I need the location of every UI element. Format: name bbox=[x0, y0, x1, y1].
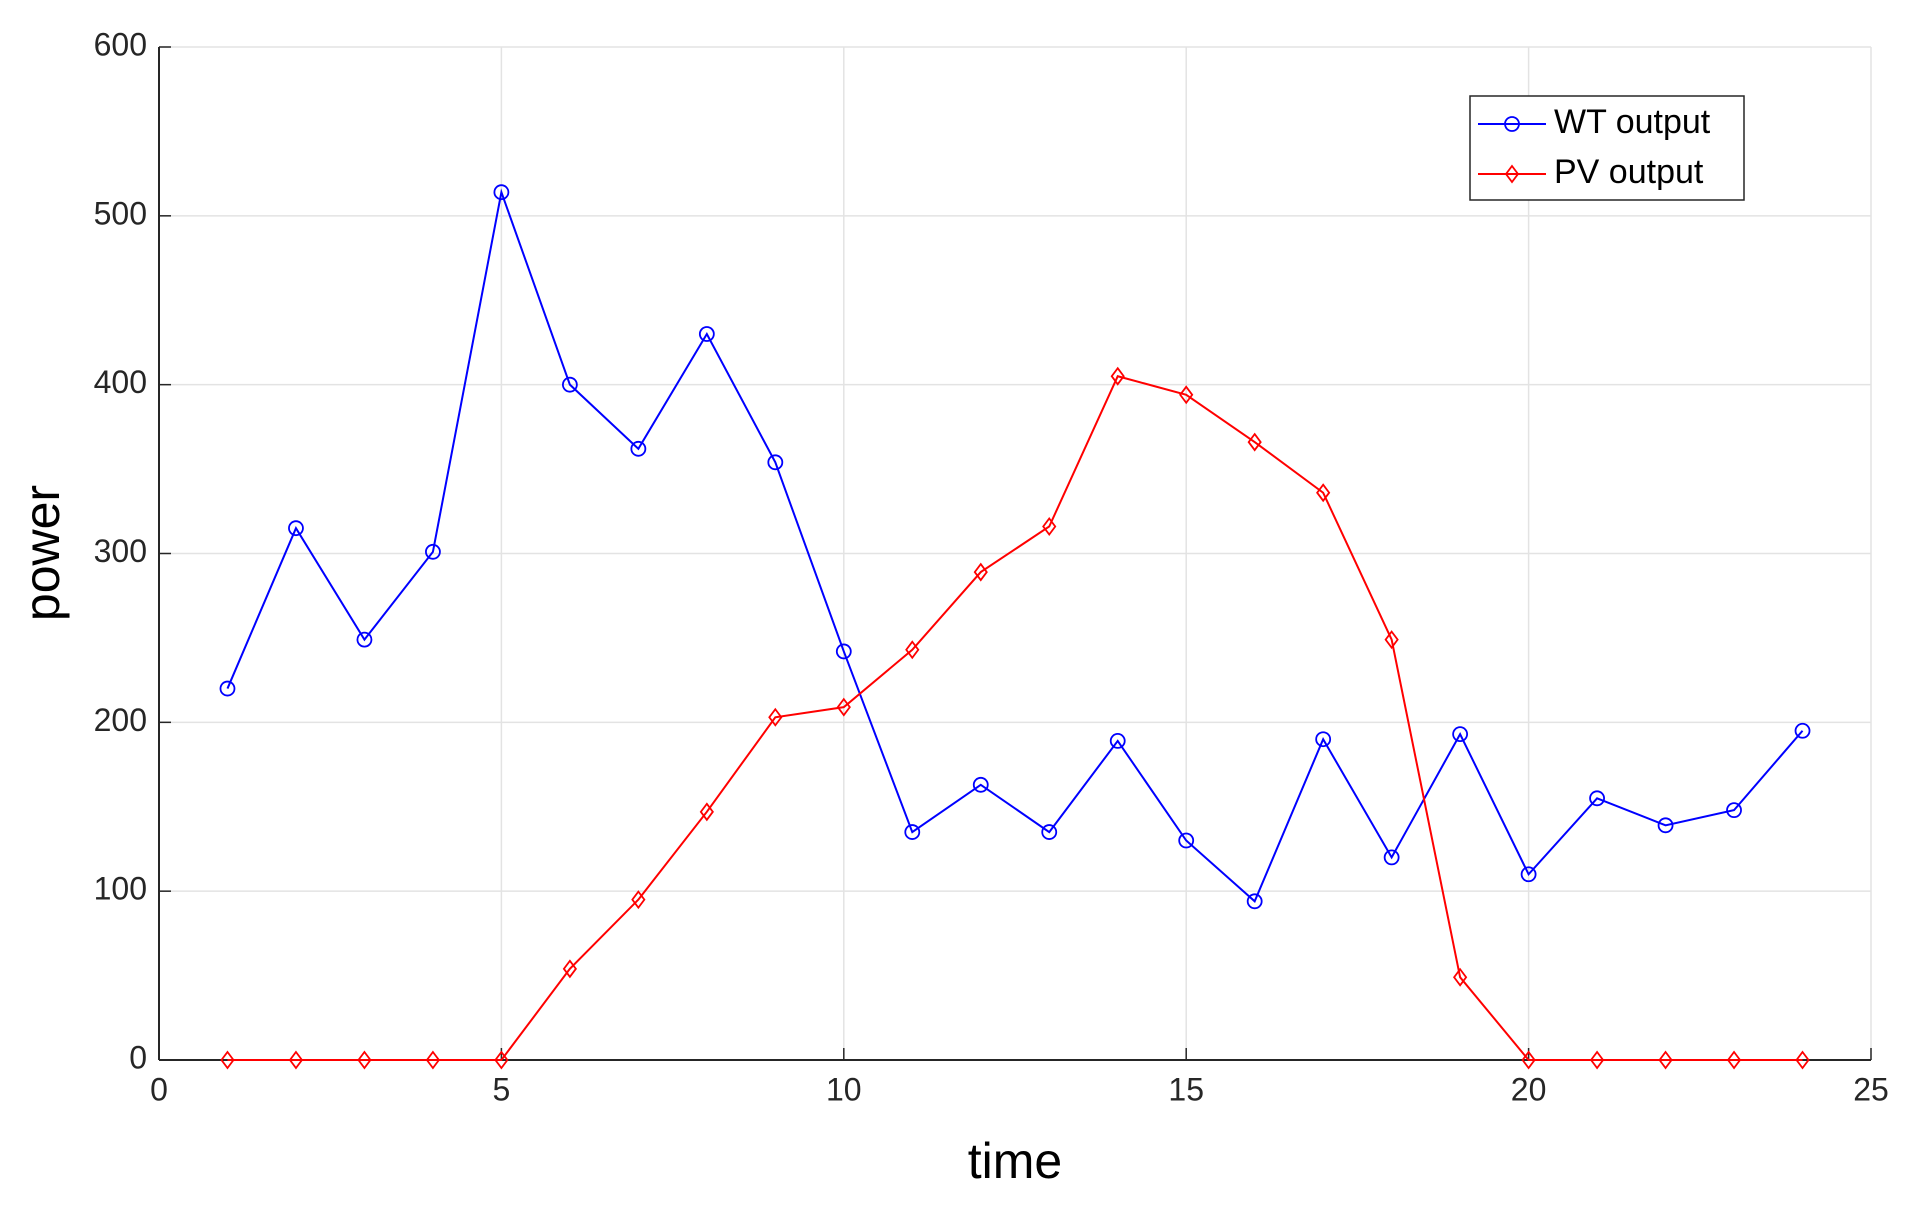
marker bbox=[972, 776, 989, 793]
marker bbox=[835, 643, 852, 660]
marker bbox=[1452, 726, 1469, 743]
y-tick-label: 600 bbox=[94, 26, 147, 62]
legend-label: WT output bbox=[1554, 103, 1711, 141]
x-axis-label: time bbox=[968, 1133, 1062, 1189]
marker bbox=[425, 543, 441, 560]
marker bbox=[1246, 893, 1263, 910]
marker bbox=[1658, 1050, 1673, 1070]
marker bbox=[219, 680, 236, 697]
marker bbox=[1179, 385, 1194, 405]
x-tick-label: 20 bbox=[1511, 1071, 1547, 1107]
marker bbox=[1726, 1050, 1742, 1070]
series-line bbox=[226, 188, 1804, 903]
x-tick-label: 15 bbox=[1168, 1071, 1204, 1107]
marker bbox=[357, 1050, 372, 1070]
marker bbox=[631, 890, 646, 910]
marker bbox=[288, 520, 304, 537]
marker bbox=[1315, 731, 1332, 748]
series-line bbox=[227, 375, 1803, 1061]
marker bbox=[1109, 733, 1126, 749]
legend-label: PV output bbox=[1554, 153, 1704, 191]
marker bbox=[836, 697, 851, 717]
marker bbox=[220, 1050, 235, 1070]
legend-box bbox=[1469, 95, 1745, 201]
x-tick-label: 5 bbox=[493, 1071, 511, 1107]
marker bbox=[1384, 630, 1399, 650]
marker bbox=[494, 1050, 509, 1070]
marker bbox=[905, 640, 920, 660]
marker bbox=[1520, 866, 1537, 883]
marker bbox=[1589, 790, 1605, 807]
marker bbox=[1795, 1050, 1810, 1070]
y-tick-label: 500 bbox=[94, 195, 147, 231]
marker bbox=[288, 1050, 304, 1070]
marker bbox=[630, 440, 647, 457]
marker bbox=[1504, 164, 1520, 184]
marker bbox=[1247, 432, 1262, 452]
y-tick-label: 300 bbox=[94, 533, 147, 569]
marker bbox=[1316, 483, 1331, 503]
marker bbox=[1504, 116, 1520, 132]
marker bbox=[561, 376, 578, 393]
marker bbox=[1589, 1050, 1605, 1070]
marker bbox=[904, 824, 921, 840]
marker bbox=[356, 631, 373, 648]
marker bbox=[562, 959, 578, 979]
x-tick-label: 25 bbox=[1853, 1071, 1889, 1107]
marker bbox=[1178, 832, 1195, 849]
marker bbox=[973, 562, 988, 582]
marker bbox=[1726, 802, 1742, 819]
marker bbox=[1110, 366, 1125, 386]
marker bbox=[1042, 516, 1057, 536]
y-tick-label: 0 bbox=[129, 1039, 147, 1075]
marker bbox=[425, 1050, 441, 1070]
marker bbox=[698, 326, 715, 342]
marker bbox=[768, 707, 783, 727]
marker bbox=[493, 184, 510, 201]
marker bbox=[1452, 967, 1468, 987]
marker bbox=[1657, 817, 1674, 834]
marker bbox=[1383, 849, 1400, 866]
y-tick-label: 100 bbox=[94, 871, 147, 907]
marker bbox=[1041, 824, 1058, 840]
y-tick-label: 400 bbox=[94, 364, 147, 400]
x-tick-label: 0 bbox=[150, 1071, 168, 1107]
marker bbox=[1794, 722, 1811, 739]
marker bbox=[699, 802, 714, 822]
y-tick-label: 200 bbox=[94, 702, 147, 738]
x-tick-label: 10 bbox=[826, 1071, 862, 1107]
y-axis-label: power bbox=[14, 485, 70, 621]
marker bbox=[1521, 1050, 1536, 1070]
marker bbox=[767, 454, 784, 471]
